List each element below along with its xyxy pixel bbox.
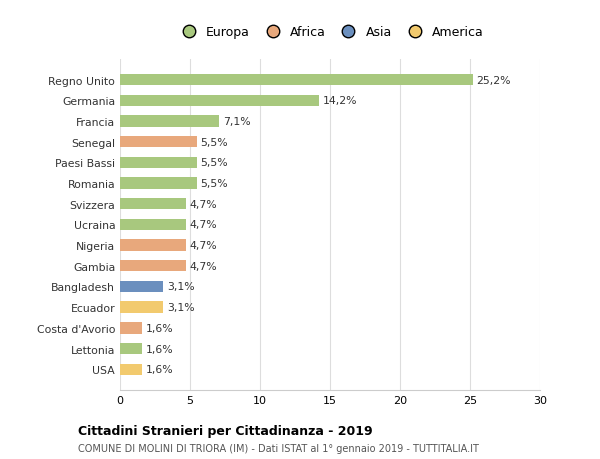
Text: 14,2%: 14,2%: [322, 96, 357, 106]
Bar: [120, 240, 186, 251]
Text: 25,2%: 25,2%: [476, 75, 511, 85]
Bar: [120, 116, 220, 127]
Text: 3,1%: 3,1%: [167, 282, 194, 292]
Text: 1,6%: 1,6%: [146, 364, 173, 375]
Bar: [120, 364, 142, 375]
Bar: [120, 157, 197, 168]
Bar: [120, 219, 186, 230]
Bar: [120, 302, 163, 313]
Bar: [120, 137, 197, 148]
Bar: [120, 199, 186, 210]
Text: 5,5%: 5,5%: [200, 158, 228, 168]
Bar: [120, 95, 319, 106]
Text: 1,6%: 1,6%: [146, 323, 173, 333]
Bar: [120, 261, 186, 272]
Bar: [120, 178, 197, 189]
Text: 5,5%: 5,5%: [200, 137, 228, 147]
Bar: [120, 281, 163, 292]
Text: COMUNE DI MOLINI DI TRIORA (IM) - Dati ISTAT al 1° gennaio 2019 - TUTTITALIA.IT: COMUNE DI MOLINI DI TRIORA (IM) - Dati I…: [78, 443, 479, 453]
Text: 1,6%: 1,6%: [146, 344, 173, 354]
Text: 3,1%: 3,1%: [167, 302, 194, 313]
Text: 4,7%: 4,7%: [190, 261, 217, 271]
Text: 7,1%: 7,1%: [223, 117, 251, 127]
Bar: [120, 75, 473, 86]
Bar: [120, 343, 142, 354]
Text: Cittadini Stranieri per Cittadinanza - 2019: Cittadini Stranieri per Cittadinanza - 2…: [78, 424, 373, 437]
Text: 4,7%: 4,7%: [190, 199, 217, 209]
Text: 4,7%: 4,7%: [190, 241, 217, 251]
Text: 5,5%: 5,5%: [200, 179, 228, 189]
Text: 4,7%: 4,7%: [190, 220, 217, 230]
Legend: Europa, Africa, Asia, America: Europa, Africa, Asia, America: [176, 26, 484, 39]
Bar: [120, 323, 142, 334]
